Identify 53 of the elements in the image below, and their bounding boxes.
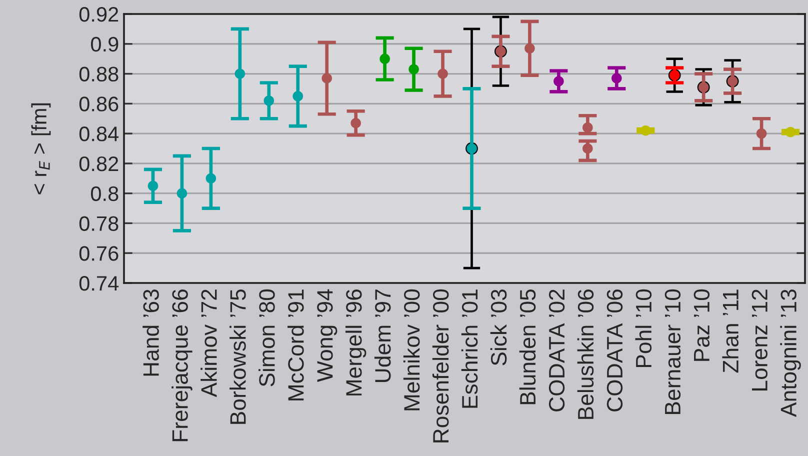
y-tick-label: 0.82	[79, 156, 118, 172]
point	[264, 96, 274, 106]
x-tick-label: CODATA ’06	[606, 290, 623, 412]
y-tick-label: 0.74	[79, 276, 119, 291]
point	[554, 76, 564, 86]
x-tick-label: McCord ’91	[288, 290, 304, 400]
y-axis-title: < r$_{E}$ > [fm]	[31, 103, 51, 194]
x-tick-label: Akimov ’72	[200, 290, 217, 398]
point	[322, 73, 332, 84]
x-tick-label: Frerejacque ’66	[172, 290, 192, 442]
x-tick-label: Simon ’80	[258, 289, 275, 386]
point	[148, 180, 158, 192]
x-tick-label: Antognini ’13	[780, 290, 801, 417]
x-tick-label: Borkowski ’75	[230, 289, 246, 424]
point	[408, 64, 419, 74]
y-tick-label: 0.9	[90, 36, 118, 52]
x-tick-label: Belushkin ’06	[577, 290, 594, 419]
point	[206, 173, 216, 184]
point	[756, 128, 767, 139]
x-tick-label: Pohl ’10	[635, 289, 652, 368]
x-tick-label: Rosenfelder ’00	[432, 289, 449, 442]
x-tick-label: Paz ’10	[694, 289, 710, 361]
point	[292, 91, 304, 102]
x-tick-label: Bernauer ’10	[664, 289, 681, 414]
x-tick-label: Udem ’97	[374, 290, 391, 382]
point	[350, 118, 361, 128]
point	[582, 143, 593, 154]
x-tick-label: Hand ’63	[142, 290, 159, 376]
point	[582, 122, 593, 133]
point	[785, 126, 796, 138]
y-tick-label: 0.8	[90, 186, 118, 202]
point	[438, 68, 448, 79]
point	[640, 125, 651, 136]
x-tick-label: Lorenz ’12	[752, 290, 768, 390]
y-tick-label: 0.88	[79, 66, 118, 82]
x-tick-label: Melnikov ’00	[403, 289, 420, 410]
point	[524, 43, 535, 54]
x-tick-label: Blunden ’05	[519, 289, 536, 404]
point	[380, 54, 390, 64]
point	[611, 73, 622, 84]
y-tick-label: 0.86	[79, 96, 118, 112]
point	[234, 68, 246, 79]
x-tick-label: Eschrich ’01	[461, 290, 478, 408]
x-tick-label: Mergell ’96	[345, 290, 366, 396]
y-tick-label: 0.92	[79, 7, 118, 22]
x-tick-label: Wong ’94	[317, 289, 338, 382]
point	[176, 188, 188, 198]
x-tick-label: Zhan ’11	[722, 290, 739, 373]
y-tick-label: 0.78	[79, 216, 118, 231]
x-tick-label: CODATA ’02	[548, 290, 565, 412]
y-tick-label: 0.76	[79, 246, 118, 261]
y-tick-label: 0.84	[79, 126, 119, 142]
x-tick-label: Sick ’03	[490, 290, 507, 366]
